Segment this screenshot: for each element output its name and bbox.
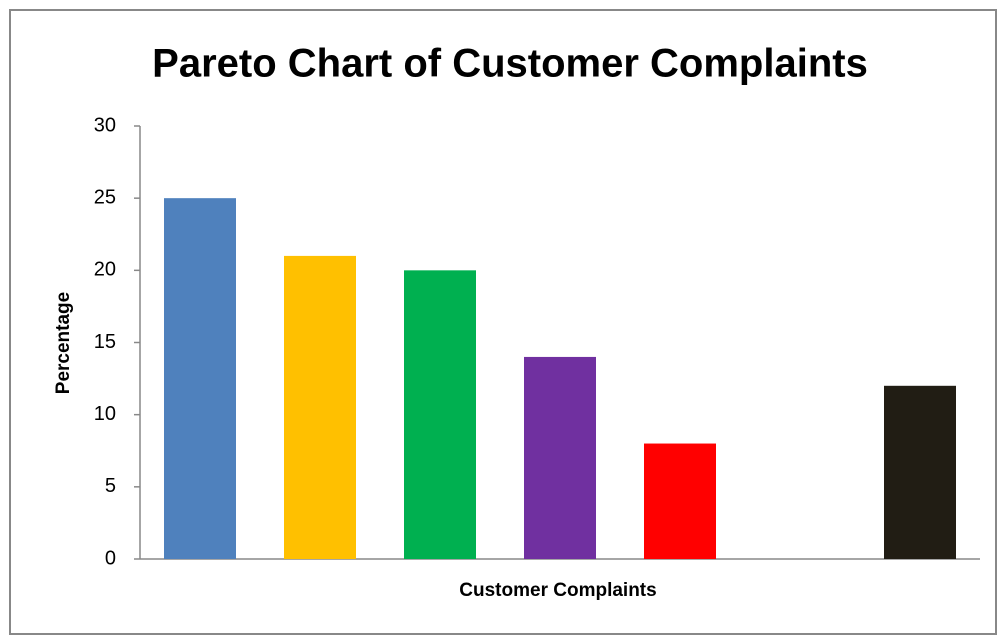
y-tick-label: 30 bbox=[94, 114, 116, 136]
y-tick-label: 20 bbox=[94, 259, 116, 281]
y-axis-title: Percentage bbox=[53, 292, 74, 394]
y-tick-label: 0 bbox=[105, 547, 116, 569]
y-tick-label: 15 bbox=[94, 331, 116, 353]
bar bbox=[884, 385, 956, 559]
y-tick-label: 25 bbox=[94, 186, 116, 208]
bar bbox=[404, 270, 476, 559]
bar bbox=[644, 443, 716, 559]
bar bbox=[164, 198, 236, 559]
x-axis-title: Customer Complaints bbox=[459, 580, 656, 601]
chart-frame bbox=[9, 9, 997, 635]
chart-title: Pareto Chart of Customer Complaints bbox=[152, 42, 868, 86]
bar bbox=[524, 356, 596, 559]
y-tick-label: 10 bbox=[94, 403, 116, 425]
y-tick-label: 5 bbox=[105, 475, 116, 497]
bar bbox=[284, 255, 356, 559]
